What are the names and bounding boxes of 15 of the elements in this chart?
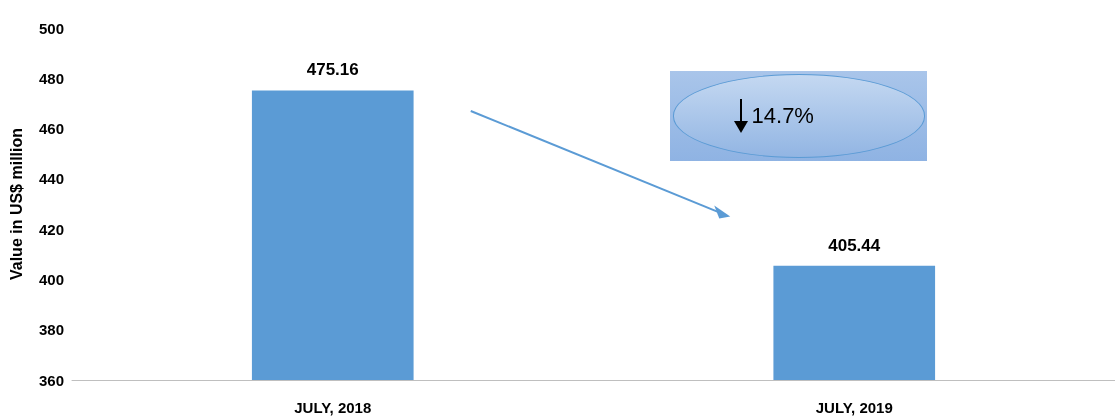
y-tick-label: 380	[38, 321, 64, 339]
y-tick-label: 400	[38, 270, 64, 288]
x-tick-label: JULY, 2019	[815, 399, 893, 416]
y-axis-title: Value in US$ million	[7, 127, 25, 281]
y-tick-label: 440	[38, 170, 64, 188]
annotation: 14.7%	[751, 102, 814, 129]
data-label: 405.44	[828, 235, 881, 255]
y-tick-label: 420	[38, 220, 64, 238]
x-tick-label: JULY, 2018	[294, 399, 372, 416]
y-tick-label: 360	[38, 371, 64, 389]
y-tick-label: 480	[38, 69, 64, 87]
callout-box: 14.7%	[670, 70, 928, 162]
y-tick-label: 460	[38, 120, 64, 138]
data-label: 475.16	[306, 60, 359, 80]
y-tick-label: 500	[38, 19, 64, 37]
